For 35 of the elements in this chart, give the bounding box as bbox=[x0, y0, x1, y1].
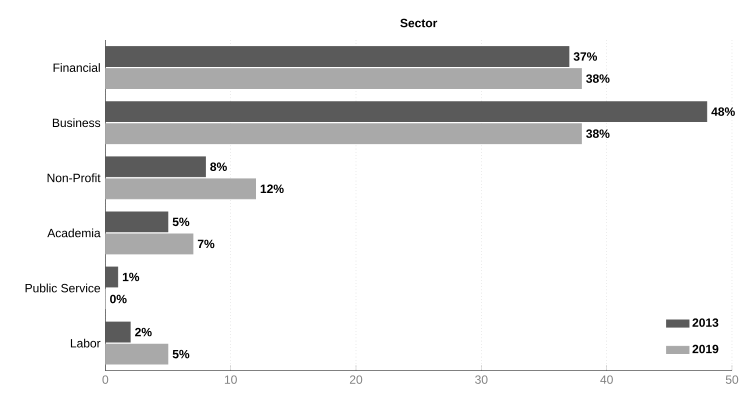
y-tick-label: Business bbox=[52, 118, 100, 128]
data-label: 5% bbox=[172, 350, 190, 358]
legend-label: 2019 bbox=[692, 344, 718, 354]
chart-title: Sector bbox=[400, 18, 438, 28]
bar bbox=[105, 266, 118, 288]
x-tick-label: 20 bbox=[350, 375, 362, 384]
y-tick-label: Academia bbox=[47, 228, 101, 238]
legend-label: 2013 bbox=[692, 318, 718, 327]
y-tick-label: Labor bbox=[70, 338, 100, 348]
bar bbox=[105, 322, 131, 342]
x-tick-label: 40 bbox=[600, 375, 613, 384]
data-label: 0% bbox=[110, 294, 127, 304]
data-label: 2% bbox=[135, 328, 152, 336]
y-tick-label: Financial bbox=[54, 63, 100, 72]
x-tick-label: 10 bbox=[224, 375, 237, 384]
x-tick-label: 30 bbox=[475, 375, 488, 384]
data-label: 5% bbox=[172, 218, 190, 226]
x-tick-label: 0 bbox=[102, 375, 108, 384]
data-label: 38% bbox=[586, 74, 610, 83]
data-label: 7% bbox=[198, 240, 214, 248]
data-label: 12% bbox=[260, 184, 284, 194]
data-label: 48% bbox=[711, 107, 735, 116]
x-tick-label: 50 bbox=[726, 375, 738, 384]
bar bbox=[105, 344, 168, 365]
y-tick-label: Public Service bbox=[26, 284, 100, 292]
bar bbox=[105, 46, 570, 67]
bar bbox=[105, 234, 194, 254]
bar bbox=[105, 211, 168, 232]
bar bbox=[105, 156, 206, 178]
data-label: 8% bbox=[210, 162, 227, 172]
bar bbox=[105, 101, 708, 122]
data-label: 1% bbox=[122, 272, 140, 282]
data-label: 38% bbox=[586, 129, 610, 138]
data-label: 37% bbox=[574, 52, 598, 61]
y-tick-label: Non-Profit bbox=[48, 173, 101, 182]
